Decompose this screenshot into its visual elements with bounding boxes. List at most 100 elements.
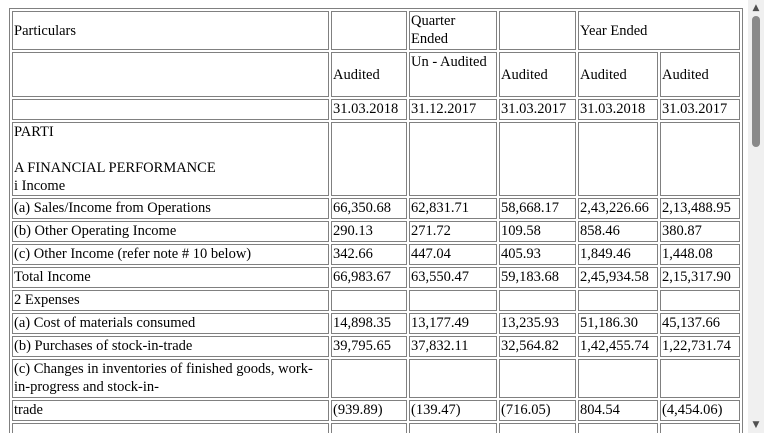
status-cell: Audited: [578, 52, 658, 97]
value-cell: (139.47): [409, 400, 497, 421]
value-cell: 2,45,934.58: [578, 267, 658, 288]
empty-cell: [331, 290, 407, 311]
header-row-status: Audited Un - Audited Audited Audited Aud…: [12, 52, 740, 97]
value-cell: 66,350.68: [331, 198, 407, 219]
empty-cell: [409, 423, 497, 433]
value-cell: 66,983.67: [331, 267, 407, 288]
value-cell: 1,22,731.74: [660, 336, 740, 357]
value-cell: 59,183.68: [499, 267, 576, 288]
spacer: [14, 141, 327, 159]
value-cell: 62,831.71: [409, 198, 497, 219]
empty-cell: [409, 122, 497, 196]
value-cell: 32,564.82: [499, 336, 576, 357]
value-cell: 271.72: [409, 221, 497, 242]
date-cell: 31.03.2017: [499, 99, 576, 120]
changes-label: (c) Changes in inventories of finished g…: [12, 359, 329, 398]
empty-cell: [499, 122, 576, 196]
table-row-partial: [12, 423, 740, 433]
empty-cell: [660, 423, 740, 433]
changes-row: (c) Changes in inventories of finished g…: [12, 359, 740, 398]
date-cell: 31.12.2017: [409, 99, 497, 120]
value-cell: (4,454.06): [660, 400, 740, 421]
row-label: Total Income: [12, 267, 329, 288]
header-blank: [12, 99, 329, 120]
value-cell: 45,137.66: [660, 313, 740, 334]
particulars-header: Particulars: [12, 11, 329, 50]
date-cell: 31.03.2017: [660, 99, 740, 120]
header-blank: [331, 11, 407, 50]
empty-cell: [660, 290, 740, 311]
expenses-heading-row: 2 Expenses: [12, 290, 740, 311]
row-label: (c) Other Income (refer note # 10 below): [12, 244, 329, 265]
value-cell: 804.54: [578, 400, 658, 421]
section-title: A FINANCIAL PERFORMANCE: [14, 160, 216, 176]
value-cell: 2,15,317.90: [660, 267, 740, 288]
value-cell: 2,13,488.95: [660, 198, 740, 219]
quarter-ended-header: Quarter Ended: [409, 11, 497, 50]
scrollbar-thumb[interactable]: [752, 16, 760, 147]
financial-results-table: Particulars Quarter Ended Year Ended Aud…: [9, 8, 743, 433]
value-cell: 1,448.08: [660, 244, 740, 265]
value-cell: 342.66: [331, 244, 407, 265]
table-row: (a) Sales/Income from Operations 66,350.…: [12, 198, 740, 219]
empty-cell: [660, 122, 740, 196]
value-cell: 405.93: [499, 244, 576, 265]
empty-cell: [578, 290, 658, 311]
value-cell: 14,898.35: [331, 313, 407, 334]
scroll-down-icon[interactable]: ▼: [752, 420, 760, 430]
value-cell: 37,832.11: [409, 336, 497, 357]
date-cell: 31.03.2018: [331, 99, 407, 120]
empty-cell: [499, 290, 576, 311]
empty-cell: [660, 359, 740, 398]
value-cell: (716.05): [499, 400, 576, 421]
vertical-scrollbar[interactable]: ▲ ▼: [748, 0, 764, 433]
empty-cell: [409, 359, 497, 398]
year-ended-header: Year Ended: [578, 11, 740, 50]
status-cell: Audited: [660, 52, 740, 97]
value-cell: 58,668.17: [499, 198, 576, 219]
section-row: PARTI A FINANCIAL PERFORMANCE i Income: [12, 122, 740, 196]
empty-cell: [578, 359, 658, 398]
empty-cell: [578, 122, 658, 196]
expenses-label: 2 Expenses: [12, 290, 329, 311]
value-cell: 51,186.30: [578, 313, 658, 334]
value-cell: 290.13: [331, 221, 407, 242]
empty-cell: [331, 423, 407, 433]
document-viewport: Particulars Quarter Ended Year Ended Aud…: [9, 8, 743, 433]
empty-cell: [409, 290, 497, 311]
table-row: (c) Other Income (refer note # 10 below)…: [12, 244, 740, 265]
header-blank: [499, 11, 576, 50]
section-heading-cell: PARTI A FINANCIAL PERFORMANCE i Income: [12, 122, 329, 196]
table-row: (a) Cost of materials consumed 14,898.35…: [12, 313, 740, 334]
table-row: (b) Purchases of stock-in-trade 39,795.6…: [12, 336, 740, 357]
empty-cell: [12, 423, 329, 433]
empty-cell: [578, 423, 658, 433]
header-row-dates: 31.03.2018 31.12.2017 31.03.2017 31.03.2…: [12, 99, 740, 120]
part-label: PARTI: [14, 124, 54, 140]
value-cell: 109.58: [499, 221, 576, 242]
value-cell: 63,550.47: [409, 267, 497, 288]
empty-cell: [331, 359, 407, 398]
header-row-1: Particulars Quarter Ended Year Ended: [12, 11, 740, 50]
value-cell: 13,177.49: [409, 313, 497, 334]
value-cell: (939.89): [331, 400, 407, 421]
date-cell: 31.03.2018: [578, 99, 658, 120]
value-cell: 1,849.46: [578, 244, 658, 265]
row-label: trade: [12, 400, 329, 421]
status-cell: Audited: [331, 52, 407, 97]
value-cell: 1,42,455.74: [578, 336, 658, 357]
scroll-up-icon[interactable]: ▲: [752, 3, 760, 13]
income-subheading: i Income: [14, 178, 66, 194]
value-cell: 13,235.93: [499, 313, 576, 334]
value-cell: 39,795.65: [331, 336, 407, 357]
status-cell: Un - Audited: [409, 52, 497, 97]
empty-cell: [331, 122, 407, 196]
value-cell: 380.87: [660, 221, 740, 242]
empty-cell: [499, 359, 576, 398]
total-row: Total Income 66,983.67 63,550.47 59,183.…: [12, 267, 740, 288]
header-blank: [12, 52, 329, 97]
value-cell: 447.04: [409, 244, 497, 265]
value-cell: 858.46: [578, 221, 658, 242]
table-row: (b) Other Operating Income 290.13 271.72…: [12, 221, 740, 242]
empty-cell: [499, 423, 576, 433]
